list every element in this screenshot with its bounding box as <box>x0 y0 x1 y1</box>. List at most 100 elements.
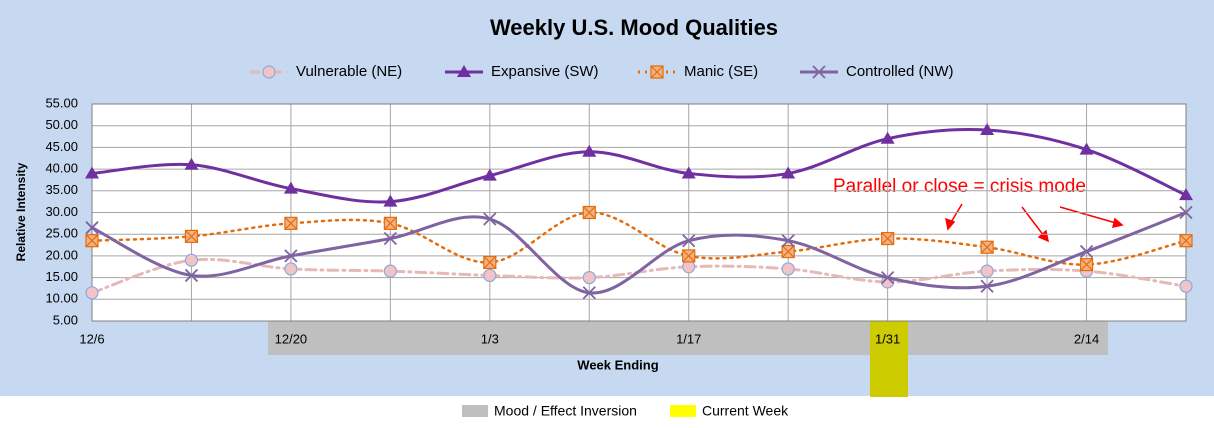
marker <box>682 234 696 248</box>
series-line <box>90 211 1188 295</box>
marker <box>980 123 995 136</box>
marker <box>1079 244 1094 259</box>
band-legend-swatch <box>462 405 488 417</box>
marker <box>85 234 99 248</box>
marker-cross <box>1080 258 1093 272</box>
marker <box>1179 205 1193 220</box>
current-week-band <box>870 321 908 397</box>
marker <box>184 157 199 170</box>
marker <box>1179 234 1193 248</box>
marker <box>383 194 398 207</box>
marker <box>483 212 497 226</box>
marker-cross <box>483 255 497 269</box>
marker <box>781 262 795 276</box>
marker <box>582 286 596 300</box>
x-tick-label: 1/17 <box>676 331 701 346</box>
marker <box>284 249 298 263</box>
marker-cross <box>185 229 198 243</box>
marker <box>383 231 398 246</box>
marker <box>980 264 994 278</box>
marker <box>482 168 497 181</box>
marker-cross <box>881 232 895 245</box>
marker <box>781 166 796 179</box>
x-axis-title: Week Ending <box>577 357 658 372</box>
x-tick-label: 12/6 <box>79 331 104 346</box>
y-tick-label: 5.00 <box>53 312 78 327</box>
x-tick-label: 1/31 <box>875 331 900 346</box>
marker <box>383 264 397 278</box>
marker-cross <box>383 216 397 230</box>
marker <box>582 144 597 157</box>
marker <box>284 262 298 276</box>
y-tick-label: 45.00 <box>45 139 78 154</box>
marker <box>781 234 795 248</box>
marker-cross <box>85 234 99 248</box>
marker <box>383 216 397 230</box>
marker <box>682 260 696 274</box>
series-line <box>90 257 1188 295</box>
marker-cross <box>582 206 596 219</box>
x-tick-label: 1/3 <box>481 331 499 346</box>
marker <box>483 255 497 270</box>
band-legend-label: Mood / Effect Inversion <box>494 403 637 419</box>
band-legend-label: Current Week <box>702 403 789 419</box>
marker <box>85 286 99 300</box>
marker <box>582 205 596 220</box>
marker <box>881 231 895 246</box>
y-tick-label: 15.00 <box>45 269 78 284</box>
marker <box>880 270 895 285</box>
marker <box>262 65 276 79</box>
chart-title: Weekly U.S. Mood Qualities <box>490 15 778 40</box>
legend-label: Manic (SE) <box>684 63 758 80</box>
marker <box>582 271 596 285</box>
marker-cross <box>781 245 795 258</box>
series-line <box>90 128 1188 204</box>
marker <box>284 216 298 230</box>
annotation: Parallel or close = crisis mode <box>833 176 1086 197</box>
marker-cross <box>1179 234 1193 248</box>
marker <box>781 244 795 259</box>
marker <box>812 65 826 79</box>
legend-label: Expansive (SW) <box>491 63 599 80</box>
legend-label: Vulnerable (NE) <box>296 63 402 80</box>
marker <box>85 166 99 179</box>
marker <box>681 166 696 179</box>
marker <box>283 181 298 194</box>
marker <box>184 229 199 243</box>
marker <box>1079 257 1094 272</box>
inversion-band <box>268 321 1108 355</box>
marker-cross <box>980 240 994 254</box>
marker-cross <box>284 216 298 230</box>
marker <box>1179 279 1193 293</box>
marker <box>880 131 895 144</box>
x-tick-label: 12/20 <box>275 331 308 346</box>
y-tick-label: 10.00 <box>45 291 78 306</box>
y-tick-label: 55.00 <box>45 95 78 110</box>
annotation-arrows <box>944 203 1124 243</box>
band-legend-swatch <box>670 405 696 417</box>
marker <box>980 279 994 293</box>
y-tick-label: 40.00 <box>45 161 78 176</box>
legend-label: Controlled (NW) <box>846 63 954 80</box>
y-tick-label: 20.00 <box>45 247 78 262</box>
marker <box>184 268 199 283</box>
marker <box>1179 188 1193 201</box>
marker <box>682 249 696 263</box>
y-tick-label: 30.00 <box>45 204 78 219</box>
y-tick-label: 25.00 <box>45 226 78 241</box>
y-tick-label: 50.00 <box>45 117 78 132</box>
y-axis-title: Relative Intensity <box>14 162 28 261</box>
marker-cross <box>682 249 696 263</box>
footer-background <box>0 396 1214 428</box>
marker <box>483 268 497 283</box>
marker <box>980 240 994 254</box>
marker <box>85 221 99 235</box>
x-tick-label: 2/14 <box>1074 331 1099 346</box>
marker <box>1079 142 1094 155</box>
marker <box>457 65 471 77</box>
marker <box>184 253 199 267</box>
y-tick-label: 35.00 <box>45 182 78 197</box>
marker-cross <box>650 65 664 79</box>
